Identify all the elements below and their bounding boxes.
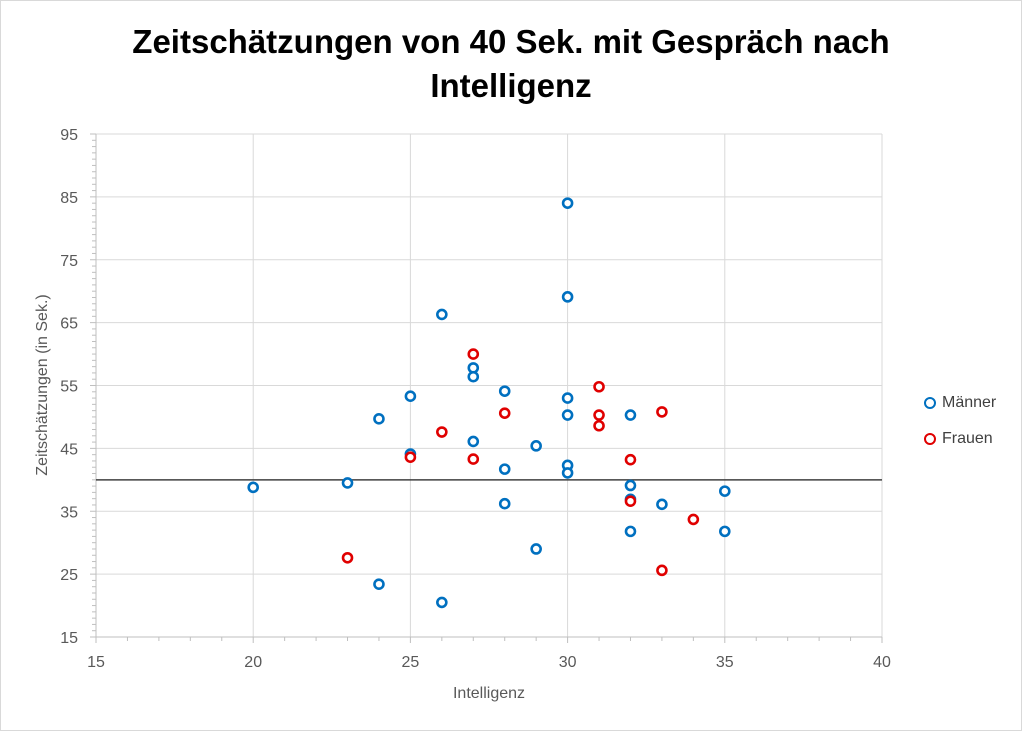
y-tick-label: 75 [60,253,78,270]
legend-item-maenner: Männer [924,392,996,414]
data-point-frauen [467,348,480,360]
data-point-maenner [467,435,480,448]
y-tick-label: 65 [60,316,78,333]
data-point-frauen [436,426,448,438]
data-point-maenner [436,596,448,609]
data-point-maenner [373,413,385,425]
data-point-maenner [718,485,731,497]
data-point-maenner [718,525,731,538]
data-point-maenner [656,498,668,511]
data-point-maenner [498,463,511,475]
data-point-maenner [498,497,511,510]
x-axis-title: Intelligenz [453,685,525,702]
y-tick-label: 35 [60,504,78,521]
y-tick-label: 55 [60,379,78,396]
data-point-frauen [624,453,637,466]
data-point-maenner [247,481,259,494]
data-point-maenner [530,543,542,555]
data-point-frauen [593,419,605,432]
data-point-maenner [561,467,574,479]
y-tick-label: 45 [60,441,78,458]
y-tick-label: 25 [60,567,78,584]
data-point-maenner [624,409,637,421]
data-point-frauen [593,380,605,393]
x-tick-label: 35 [716,654,734,671]
x-tick-label: 25 [402,654,420,671]
y-tick-label: 95 [60,127,78,144]
data-point-maenner [624,479,637,492]
data-point-frauen [341,551,354,564]
gridlines [96,133,883,637]
y-tick-label: 85 [60,190,78,207]
legend-marker-frauen [924,433,936,445]
data-point-frauen [656,406,668,418]
chart-title-line-1: Zeitschätzungen von 40 Sek. mit Gespräch… [132,23,890,60]
data-point-maenner [530,440,542,452]
legend-marker-maenner [924,397,936,409]
data-point-maenner [561,197,574,209]
x-tick-label: 40 [873,654,891,671]
legend-item-frauen: Frauen [924,428,996,450]
data-point-maenner [624,525,637,538]
data-point-maenner [373,578,385,590]
data-point-frauen [656,564,668,577]
data-point-maenner [341,477,354,489]
legend-label-maenner: Männer [942,394,997,411]
data-points [247,197,731,609]
y-tick-label: 15 [60,630,78,647]
legend-label-frauen: Frauen [942,430,993,447]
x-tick-label: 15 [87,654,105,671]
x-tick-label: 30 [559,654,577,671]
tick-labels: 15 25 35 45 55 65 75 85 95 15 20 25 30 35 40 [60,127,891,671]
chart-title-line-2: Intelligenz [430,67,592,104]
x-tick-label: 20 [244,654,262,671]
data-point-frauen [498,407,511,419]
data-point-frauen [404,451,417,463]
data-point-maenner [467,370,480,383]
data-point-maenner [561,409,574,421]
data-point-frauen [624,495,637,507]
axes [90,133,883,643]
y-axis-title: Zeitschätzungen (in Sek.) [34,294,51,475]
data-point-frauen [687,513,700,526]
data-point-maenner [561,392,574,404]
data-point-maenner [404,390,417,402]
data-point-maenner [436,308,448,321]
legend: Männer Frauen [924,392,996,464]
data-point-frauen [593,409,605,421]
data-point-frauen [467,453,480,465]
data-point-maenner [561,291,574,303]
chart-title: Zeitschätzungen von 40 Sek. mit Gespräch… [0,20,1022,108]
data-point-maenner [498,385,511,397]
